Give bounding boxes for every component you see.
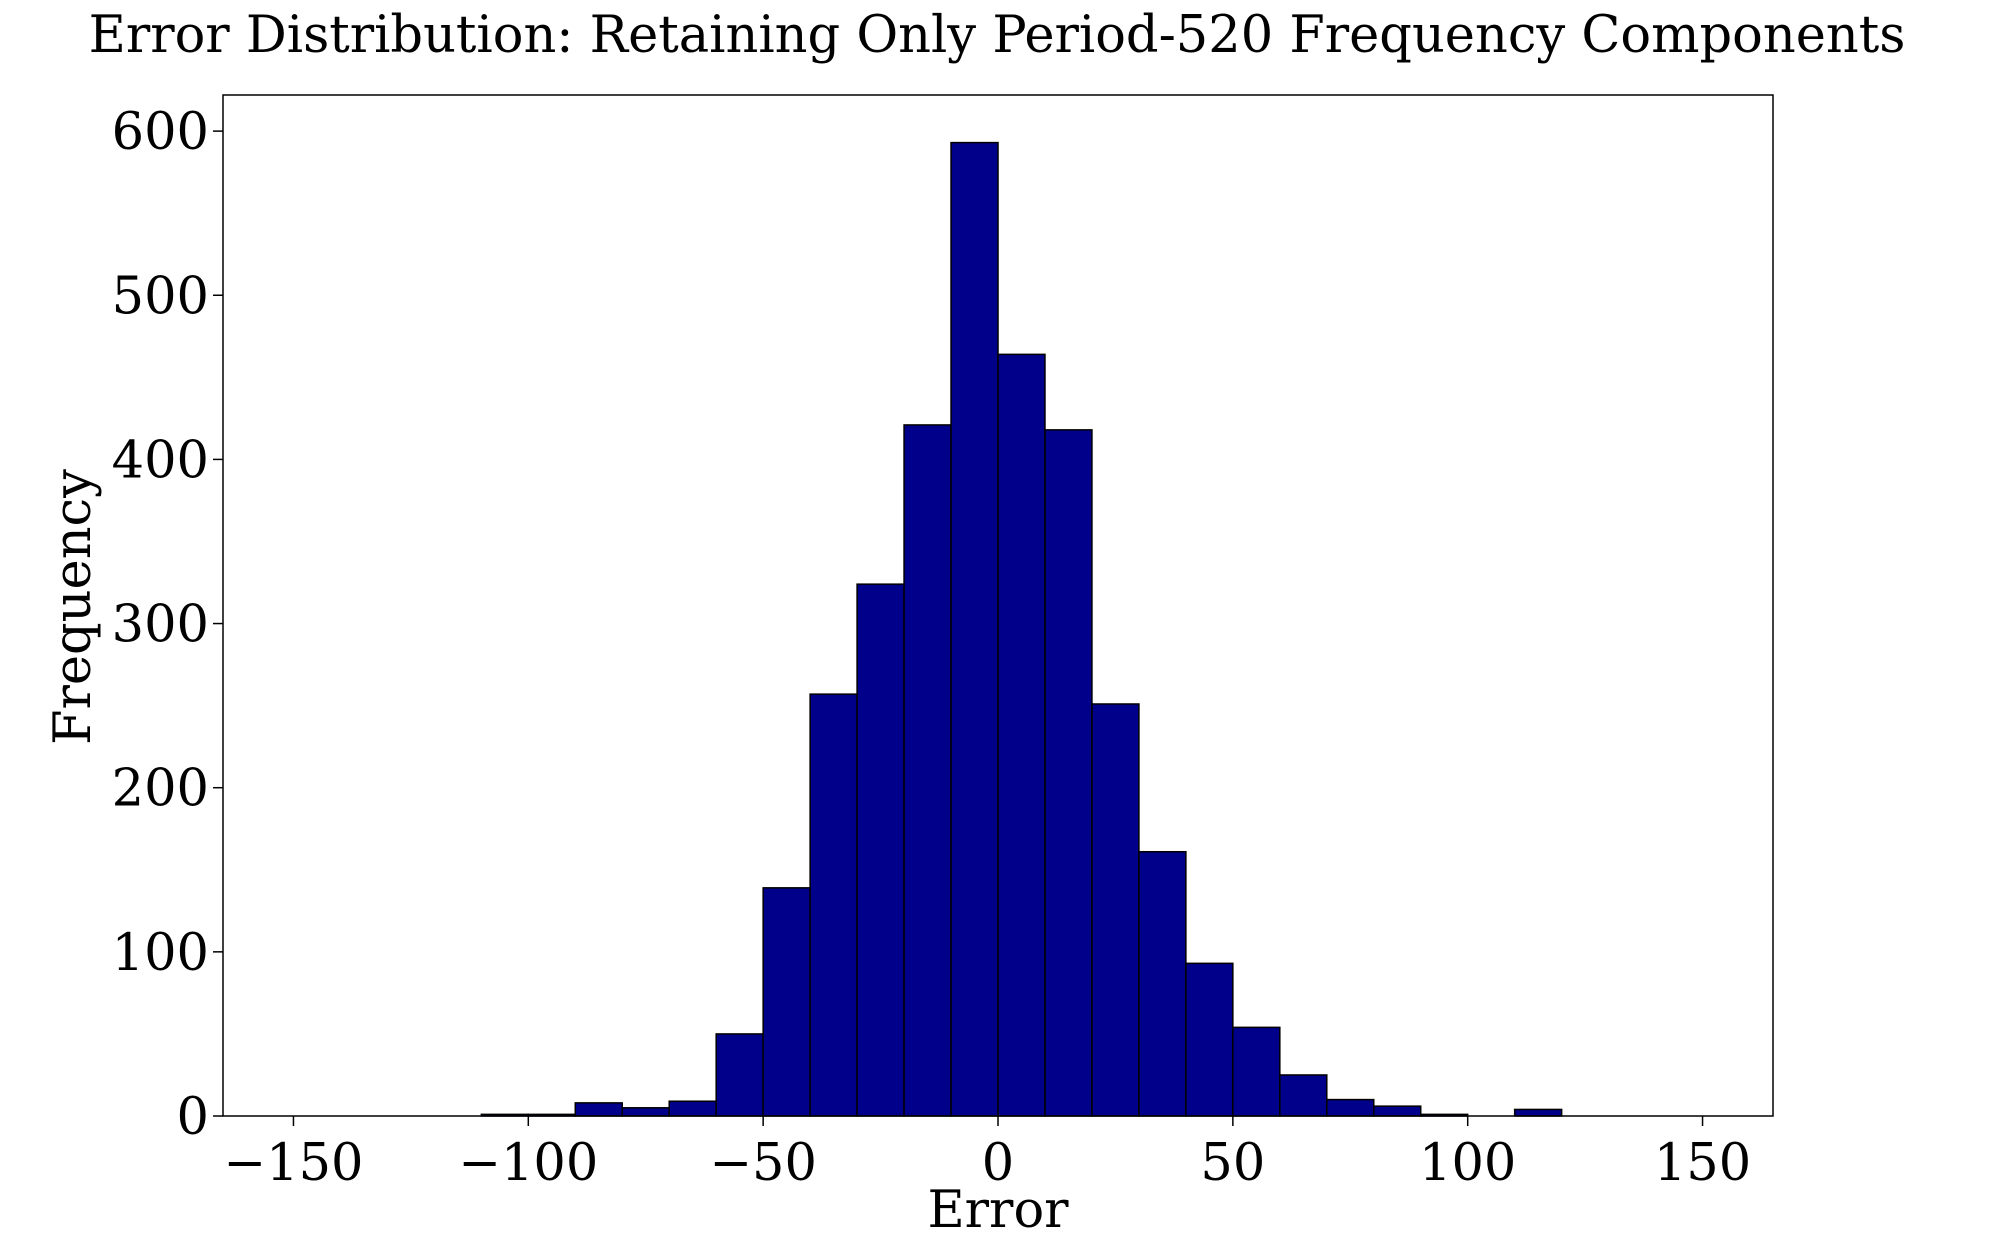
- y-axis-ticks: 0 100 200 300 400 500 600: [112, 103, 223, 1147]
- x-tick-label: −150: [223, 1134, 363, 1193]
- histogram-bar: [950, 141, 999, 1117]
- histogram-bar: [997, 353, 1046, 1117]
- x-tick-label: 0: [982, 1134, 1014, 1193]
- histogram-bar: [1185, 962, 1234, 1117]
- x-tick-label: 100: [1419, 1134, 1516, 1193]
- y-tick-label: 200: [112, 760, 209, 819]
- histogram-bar: [1373, 1105, 1422, 1117]
- histogram-bar: [1091, 703, 1140, 1117]
- y-tick-label: 0: [177, 1088, 209, 1147]
- y-tick-label: 100: [112, 924, 209, 983]
- x-tick-label: 150: [1654, 1134, 1751, 1193]
- y-tick-label: 600: [112, 103, 209, 162]
- y-tick-label: 300: [112, 596, 209, 655]
- histogram-bar: [621, 1107, 670, 1117]
- histogram-bar: [856, 583, 905, 1117]
- x-tick-label: −50: [709, 1134, 817, 1193]
- histogram-bar: [762, 887, 811, 1117]
- y-tick-label: 400: [112, 431, 209, 490]
- histogram-bar: [1138, 850, 1187, 1117]
- histogram-bar: [715, 1033, 764, 1117]
- y-tick-label: 500: [112, 267, 209, 326]
- chart-title: Error Distribution: Retaining Only Perio…: [89, 6, 1906, 65]
- histogram-bar: [809, 693, 858, 1117]
- histogram-bar: [1044, 429, 1093, 1117]
- histogram-bars: [480, 141, 1563, 1117]
- histogram-bar: [903, 424, 952, 1117]
- y-axis-label: Frequency: [44, 469, 103, 745]
- histogram-bar: [1232, 1026, 1281, 1117]
- x-axis-label: Error: [927, 1181, 1069, 1240]
- histogram-bar: [574, 1102, 623, 1117]
- x-tick-label: −100: [458, 1134, 598, 1193]
- histogram-bar: [1513, 1108, 1563, 1117]
- histogram-bar: [1279, 1074, 1328, 1117]
- histogram-bar: [668, 1100, 717, 1117]
- x-axis-ticks: −150 −100 −50 0 50 100 150: [223, 1116, 1751, 1193]
- histogram-bar: [1326, 1098, 1375, 1117]
- x-tick-label: 50: [1200, 1134, 1265, 1193]
